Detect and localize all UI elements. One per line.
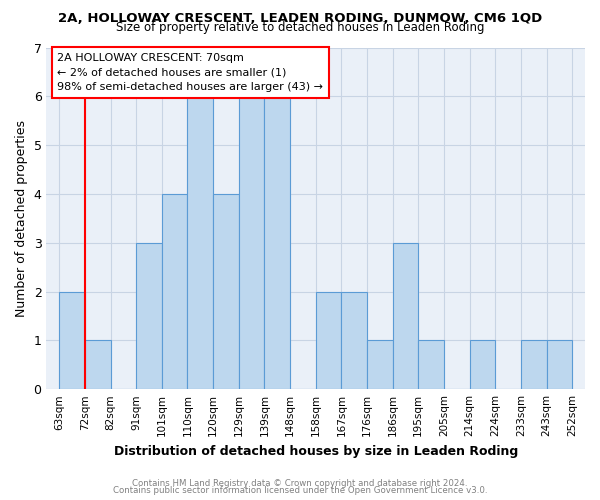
Bar xyxy=(162,194,187,389)
Text: 2A HOLLOWAY CRESCENT: 70sqm
← 2% of detached houses are smaller (1)
98% of semi-: 2A HOLLOWAY CRESCENT: 70sqm ← 2% of deta… xyxy=(57,52,323,92)
Bar xyxy=(187,96,213,389)
Bar xyxy=(392,242,418,389)
Bar xyxy=(341,292,367,389)
Bar xyxy=(316,292,341,389)
Bar xyxy=(265,96,290,389)
Text: Size of property relative to detached houses in Leaden Roding: Size of property relative to detached ho… xyxy=(116,22,484,35)
Bar xyxy=(547,340,572,389)
Text: Contains public sector information licensed under the Open Government Licence v3: Contains public sector information licen… xyxy=(113,486,487,495)
Bar xyxy=(85,340,110,389)
Bar xyxy=(418,340,444,389)
Bar xyxy=(239,96,265,389)
Text: 2A, HOLLOWAY CRESCENT, LEADEN RODING, DUNMOW, CM6 1QD: 2A, HOLLOWAY CRESCENT, LEADEN RODING, DU… xyxy=(58,12,542,24)
Bar xyxy=(470,340,495,389)
Bar xyxy=(59,292,85,389)
Text: Contains HM Land Registry data © Crown copyright and database right 2024.: Contains HM Land Registry data © Crown c… xyxy=(132,478,468,488)
X-axis label: Distribution of detached houses by size in Leaden Roding: Distribution of detached houses by size … xyxy=(113,444,518,458)
Y-axis label: Number of detached properties: Number of detached properties xyxy=(15,120,28,317)
Bar xyxy=(213,194,239,389)
Bar xyxy=(136,242,162,389)
Bar xyxy=(521,340,547,389)
Bar xyxy=(367,340,392,389)
